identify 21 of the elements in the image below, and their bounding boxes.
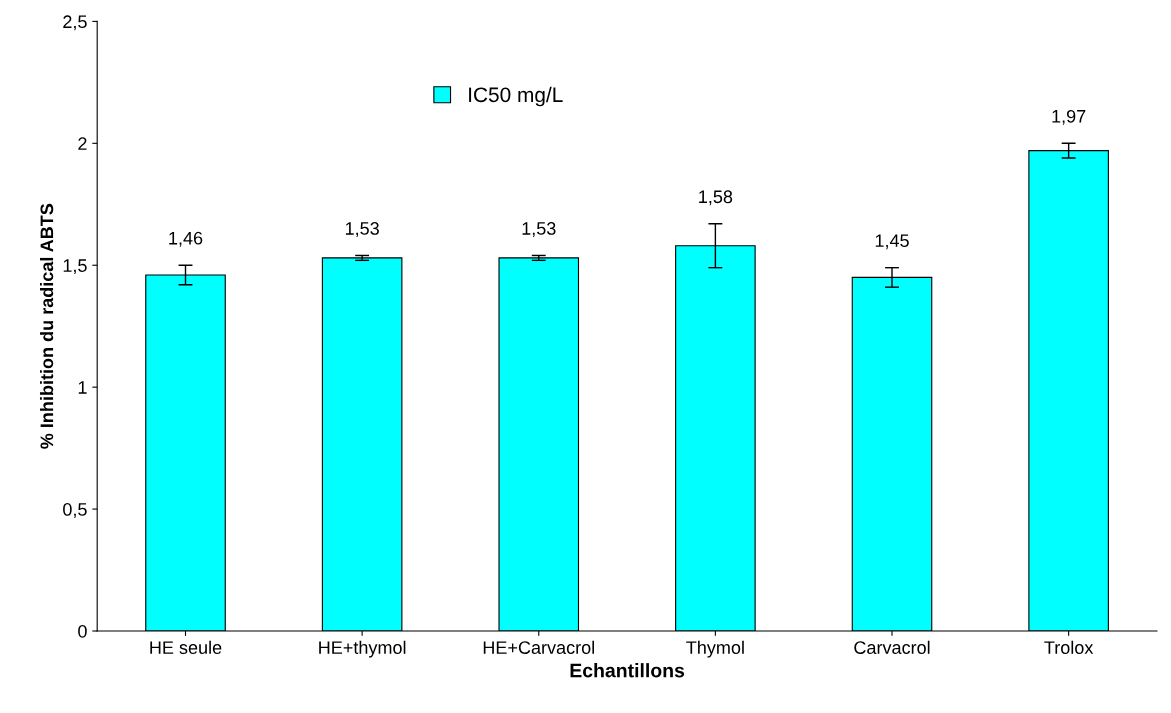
data-label: 1,58 — [699, 190, 733, 206]
y-axis-title: % Inhibition du radical ABTS — [39, 203, 54, 449]
x-tick-label: Trolox — [1044, 640, 1094, 654]
y-tick-label: 2 — [78, 137, 87, 150]
x-axis-title: Echantillons — [570, 663, 685, 678]
data-label: 1,45 — [875, 234, 909, 250]
data-label: 1,53 — [522, 222, 556, 237]
x-tick-label: HE+Carvacrol — [483, 640, 594, 654]
data-label: 1,97 — [1052, 109, 1086, 125]
x-tick-label: Carvacrol — [854, 640, 930, 654]
data-label: 1,46 — [169, 231, 203, 247]
y-tick-label: 2,5 — [63, 15, 87, 31]
y-tick-label: 0,5 — [63, 503, 87, 518]
data-label: 1,53 — [345, 222, 379, 237]
x-tick-label: HE seule — [150, 640, 222, 654]
legend-label: IC50 mg/L — [469, 86, 563, 107]
y-tick-label: 1,5 — [63, 259, 87, 275]
x-tick-label: HE+thymol — [319, 640, 406, 658]
x-tick-label: Thymol — [686, 640, 744, 658]
y-tick-label: 1 — [78, 381, 87, 394]
y-tick-label: 0 — [78, 624, 87, 638]
